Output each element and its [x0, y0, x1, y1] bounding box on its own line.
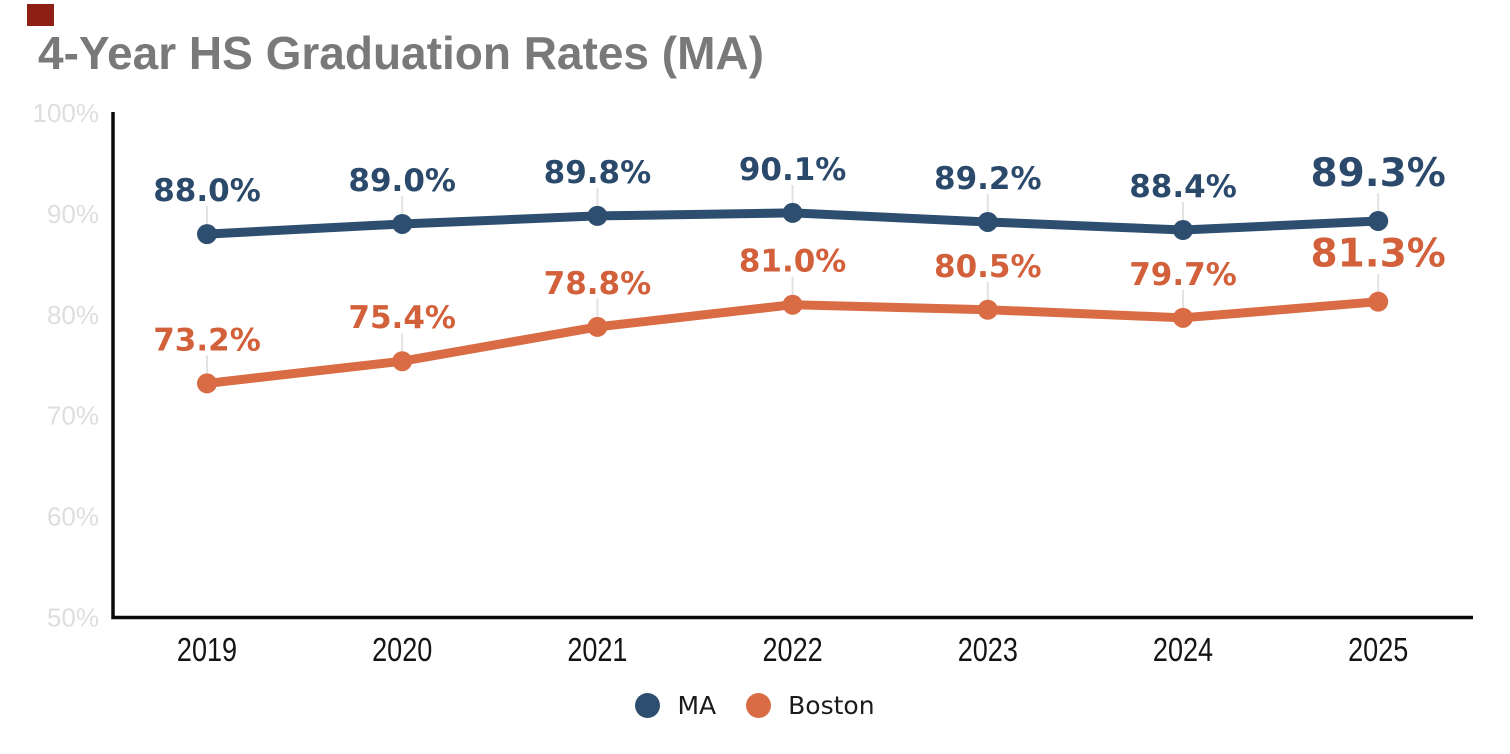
x-axis-tick-label: 2022: [763, 633, 823, 669]
data-point-boston-2023: [977, 299, 998, 320]
data-point-boston-2024: [1173, 307, 1193, 328]
x-axis-tick-label: 2023: [958, 633, 1018, 669]
data-label-ma-2021: 89.8%: [544, 155, 652, 191]
x-axis-tick-label: 2021: [567, 633, 627, 669]
data-point-ma-2024: [1173, 220, 1193, 241]
legend-item-boston[interactable]: Boston: [746, 691, 875, 720]
legend-label: Boston: [788, 691, 875, 720]
data-point-ma-2020: [392, 213, 413, 234]
data-label-boston-2025: 81.3%: [1311, 232, 1446, 277]
data-label-boston-2021: 78.8%: [544, 266, 652, 302]
data-point-ma-2019: [197, 224, 217, 245]
top-left-red-marker: [27, 4, 54, 26]
legend-item-ma[interactable]: MA: [635, 691, 716, 720]
y-axis-tick-label: 100%: [33, 98, 100, 128]
data-point-ma-2021: [587, 205, 608, 226]
data-point-ma-2025: [1368, 210, 1389, 231]
x-axis-tick-label: 2019: [177, 633, 237, 669]
data-point-boston-2021: [587, 316, 608, 337]
data-label-ma-2020: 89.0%: [348, 163, 456, 199]
y-axis-tick-label: 90%: [47, 199, 99, 229]
data-label-ma-2024: 88.4%: [1129, 169, 1237, 205]
y-axis-tick-label: 50%: [47, 603, 99, 633]
data-label-boston-2019: 73.2%: [153, 322, 261, 358]
y-axis-tick-label: 60%: [47, 502, 99, 532]
axis-lines: [111, 112, 1473, 620]
data-point-boston-2020: [392, 351, 413, 372]
data-point-boston-2019: [197, 373, 217, 394]
x-axis-tick-label: 2025: [1348, 633, 1408, 669]
x-axis-tick-label: 2020: [372, 633, 432, 669]
data-point-boston-2025: [1368, 291, 1389, 312]
data-label-boston-2022: 81.0%: [739, 244, 847, 280]
data-label-boston-2020: 75.4%: [348, 300, 456, 336]
chart-title: 4-Year HS Graduation Rates (MA): [38, 27, 764, 79]
y-axis-tick-label: 80%: [47, 300, 99, 330]
chart-legend: MA Boston: [0, 691, 1510, 720]
data-label-ma-2022: 90.1%: [739, 152, 847, 188]
x-axis-tick-label: 2024: [1153, 633, 1213, 669]
data-label-boston-2023: 80.5%: [934, 249, 1042, 285]
data-label-ma-2023: 89.2%: [934, 161, 1042, 197]
legend-label: MA: [677, 691, 717, 720]
legend-dot-ma: [635, 693, 661, 718]
data-label-boston-2024: 79.7%: [1129, 257, 1237, 293]
data-label-ma-2025: 89.3%: [1311, 151, 1446, 196]
data-point-ma-2023: [977, 211, 998, 232]
data-point-ma-2022: [782, 202, 803, 223]
data-point-boston-2022: [782, 294, 803, 315]
y-axis-tick-label: 70%: [47, 401, 99, 431]
legend-dot-boston: [746, 693, 772, 718]
data-label-ma-2019: 88.0%: [153, 173, 261, 209]
